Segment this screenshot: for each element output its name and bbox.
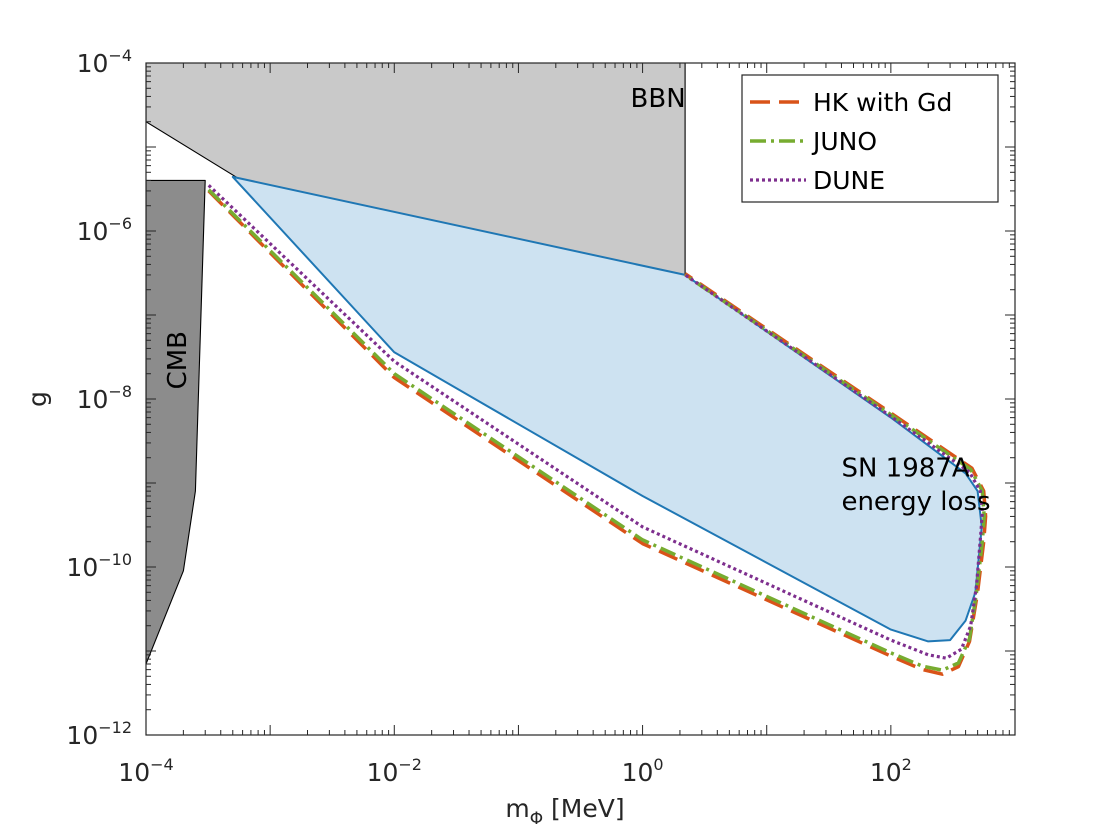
x-tick-label: 102 <box>870 755 912 787</box>
x-tick-label-base: 10 <box>870 758 902 787</box>
y-tick-label-exponent: −4 <box>108 46 132 65</box>
y-tick-label-base: 10 <box>66 721 98 750</box>
annotation-cmb: CMB <box>163 331 193 389</box>
legend-box <box>741 74 999 203</box>
x-tick-label-exponent: −4 <box>150 755 174 774</box>
x-axis-label-subscript: Φ <box>530 809 543 829</box>
plot-frame <box>145 62 1016 736</box>
y-tick-label-exponent: −8 <box>108 382 132 401</box>
x-tick-label: 10−4 <box>118 755 173 787</box>
x-tick-label-exponent: −2 <box>398 755 422 774</box>
x-tick-label-base: 10 <box>367 758 399 787</box>
annotation-bbn: BBN <box>631 84 686 114</box>
x-tick-label-base: 10 <box>118 758 150 787</box>
annotation-energy-loss: energy loss <box>841 487 990 517</box>
y-axis-label: g <box>23 391 52 407</box>
y-tick-label-base: 10 <box>77 49 109 78</box>
x-tick-label-exponent: 0 <box>653 755 663 774</box>
region-cmb <box>146 179 206 665</box>
x-axis-label-main: m <box>505 794 529 823</box>
legend-label-dune: DUNE <box>813 166 885 195</box>
y-tick-label-base: 10 <box>66 553 98 582</box>
y-tick-label-exponent: −6 <box>108 214 132 233</box>
y-tick-label-exponent: −10 <box>98 550 132 569</box>
x-tick-label: 10−2 <box>367 755 422 787</box>
y-tick-label: 10−12 <box>66 718 132 750</box>
y-tick-label-base: 10 <box>77 385 109 414</box>
y-tick-label-exponent: −12 <box>98 718 132 737</box>
x-axis-label-unit: [MeV] <box>543 794 625 823</box>
y-tick-label-base: 10 <box>77 217 109 246</box>
legend-label-juno: JUNO <box>811 127 877 156</box>
x-tick-label: 100 <box>622 755 664 787</box>
series-lines <box>207 184 988 676</box>
shaded-regions <box>146 63 983 665</box>
x-axis-label: mΦ [MeV] <box>505 794 624 829</box>
series-line-juno <box>207 188 986 672</box>
annotation-sn-1987a: SN 1987A <box>841 453 969 483</box>
y-tick-label: 10−4 <box>77 46 132 78</box>
legend-label-hk-with-gd: HK with Gd <box>813 88 952 117</box>
y-tick-label: 10−6 <box>77 214 132 246</box>
y-tick-label: 10−8 <box>77 382 132 414</box>
x-tick-label-base: 10 <box>622 758 654 787</box>
region-annotations: BBN SN 1987A energy loss CMB <box>163 84 991 517</box>
y-tick-label: 10−10 <box>66 550 132 582</box>
x-tick-label-exponent: 2 <box>902 755 912 774</box>
legend: HK with Gd JUNO DUNE <box>741 74 999 203</box>
